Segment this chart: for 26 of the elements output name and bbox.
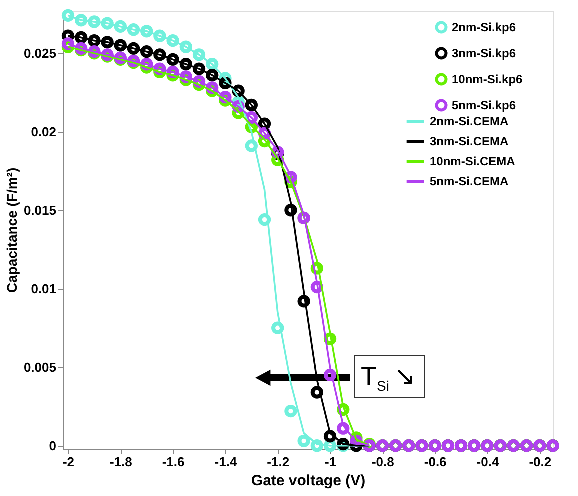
x-tick-label: -0.8 <box>372 454 394 470</box>
x-tick-label: -0.4 <box>476 454 500 470</box>
x-tick-label: -1.8 <box>110 454 132 470</box>
y-tick-label: 0.005 <box>24 360 56 375</box>
legend-label: 3nm-Si.CEMA <box>430 134 510 148</box>
legend-label: 2nm-Si.CEMA <box>430 114 510 128</box>
y-tick-label: 0.01 <box>31 281 56 296</box>
y-tick-label: 0.02 <box>31 124 56 140</box>
x-tick-label: -1.2 <box>267 454 290 470</box>
legend-label: 3nm-Si.kp6 <box>452 46 516 60</box>
legend-label: 5nm-Si.CEMA <box>430 174 510 188</box>
y-tick-label: 0.015 <box>24 202 56 218</box>
x-axis-title: Gate voltage (V) <box>251 472 366 490</box>
legend-label: 10nm-Si.kp6 <box>452 72 524 86</box>
x-tick-label: -1 <box>324 454 337 470</box>
legend-label: 2nm-Si.kp6 <box>452 20 516 34</box>
x-tick-label: -2 <box>62 454 75 470</box>
x-tick-label: -0.6 <box>424 454 447 470</box>
x-tick-label: -1.6 <box>162 454 185 470</box>
y-tick-label: 0.025 <box>24 46 56 61</box>
y-axis-title: Capacitance (F/m²) <box>4 168 20 294</box>
legend-label: 5nm-Si.kp6 <box>452 98 516 112</box>
legend-label: 10nm-Si.CEMA <box>430 154 516 168</box>
x-tick-label: -0.2 <box>529 454 552 470</box>
y-tick-label: 0 <box>49 438 56 454</box>
x-tick-label: -1.4 <box>214 454 238 470</box>
